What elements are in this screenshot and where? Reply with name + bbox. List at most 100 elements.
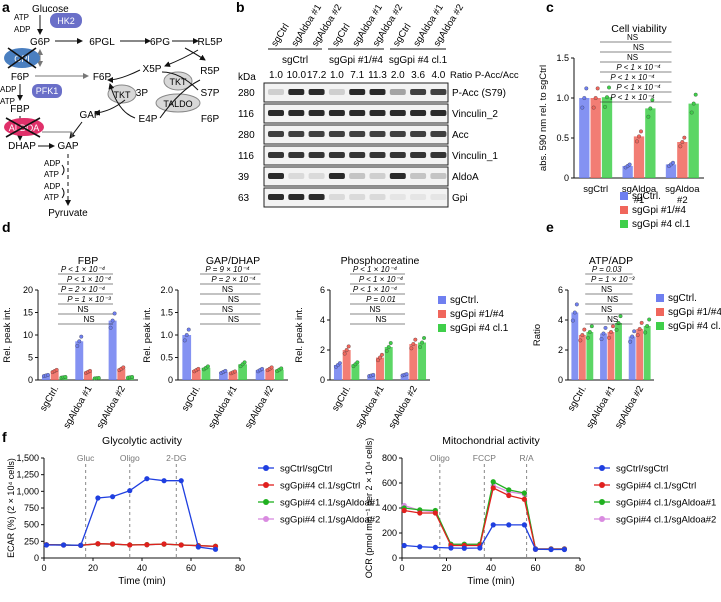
blot-band xyxy=(288,173,305,179)
x-tick-label: 80 xyxy=(575,563,585,573)
bar xyxy=(201,367,211,380)
legend-label: sgCtrl/sgCtrl xyxy=(280,464,332,475)
data-point xyxy=(260,366,265,371)
legend-swatch xyxy=(656,308,664,316)
data-point xyxy=(196,366,201,371)
panel-label-b: b xyxy=(236,0,245,15)
y-tick-label: 1,250 xyxy=(16,470,39,480)
legend-label: sgGpi #1/#4 xyxy=(632,205,686,216)
metabolite-x5p: X5P xyxy=(143,64,162,75)
legend-label: sgGpi #1/#4 xyxy=(668,307,721,318)
y-tick-label: 6 xyxy=(320,285,325,295)
panel-label-a: a xyxy=(2,0,10,15)
data-point xyxy=(411,342,416,346)
bar xyxy=(50,371,59,380)
y-axis-label: Rel. peak int. xyxy=(2,307,13,362)
stat-annotation: P < 1 × 10⁻⁴ xyxy=(616,83,661,92)
x-tick-label: 40 xyxy=(486,563,496,573)
legend-swatch xyxy=(438,310,446,318)
y-tick-label: 5 xyxy=(28,353,33,363)
stat-annotation: NS xyxy=(228,295,239,304)
y-tick-label: 4 xyxy=(558,315,563,325)
legend-label: sgGpi #4 cl.1 xyxy=(668,321,721,332)
blot-band xyxy=(268,173,284,179)
cofactor-adp-4: ADP xyxy=(44,182,60,191)
metabolite-r5p: R5P xyxy=(200,66,220,77)
data-point xyxy=(645,324,650,328)
blot-kda: 280 xyxy=(238,130,255,141)
enzyme-taldo-label: TALDO xyxy=(163,99,192,109)
x-tick-label: sgCtrl. xyxy=(330,384,353,413)
stat-annotation: NS xyxy=(228,315,239,324)
data-point xyxy=(630,334,635,339)
bar xyxy=(384,347,393,380)
series-point xyxy=(548,546,554,553)
x-tick-label: sgAldoa #1 xyxy=(353,384,386,431)
data-point xyxy=(632,329,637,334)
metabolite-f6p-3: F6P xyxy=(201,114,220,125)
data-point xyxy=(130,375,135,379)
data-point xyxy=(337,361,342,366)
series-point xyxy=(178,478,184,484)
bar xyxy=(628,336,636,380)
x-tick-label: 20 xyxy=(88,563,98,573)
metabolite-gap: GAP xyxy=(57,141,78,152)
blot-band xyxy=(430,110,447,116)
data-point xyxy=(635,333,640,338)
y-tick-label: 800 xyxy=(382,453,397,463)
chart-phosphocreatine: Phosphocreatine 0 2 4 6 Rel. peak int. sgCtrl.… xyxy=(294,255,430,431)
data-point xyxy=(584,86,589,91)
enzyme-pfk1 xyxy=(32,84,62,98)
data-point xyxy=(110,318,115,323)
bar xyxy=(191,370,201,380)
blot-band xyxy=(308,110,325,116)
legend-label: sgGpi#4 cl.1/sgCtrl xyxy=(616,481,696,492)
bar xyxy=(342,350,351,380)
cofactor-atp: ATP xyxy=(14,13,29,22)
blot-ratio-value: 10.0 xyxy=(287,70,307,81)
y-tick-label: 750 xyxy=(24,503,39,513)
bar xyxy=(265,368,275,380)
series-point xyxy=(461,545,467,551)
stat-annotation: P = 9 × 10⁻⁴ xyxy=(205,265,250,274)
blot-row-label: Vinculin_2 xyxy=(452,109,498,120)
data-point xyxy=(388,341,393,345)
data-point xyxy=(648,106,653,111)
data-point xyxy=(591,105,596,110)
series-point xyxy=(521,490,527,496)
stat-annotation: NS xyxy=(369,305,380,314)
data-point xyxy=(647,317,652,322)
metabolite-g3p: G3P xyxy=(128,88,148,99)
blot-band xyxy=(389,131,406,137)
blot-band xyxy=(410,194,427,200)
data-point xyxy=(627,162,632,167)
stat-annotation: P < 1 × 10⁻⁴ xyxy=(610,93,655,102)
x-tick-label: sgAldoa #2 xyxy=(613,384,646,431)
data-point xyxy=(603,104,607,109)
bar xyxy=(351,364,360,380)
y-tick-label: 1,500 xyxy=(16,453,39,463)
panel-label-c: c xyxy=(546,0,554,15)
chart-glycolytic-activity: Glycolytic activity 0 250 500 750 1,000 1,250 1… xyxy=(6,435,380,587)
blot-band xyxy=(349,89,366,95)
series-point xyxy=(432,544,438,550)
data-point xyxy=(96,376,101,380)
legend-marker xyxy=(263,499,269,505)
series-point xyxy=(110,541,116,547)
blot-group-sggpi-4: sgGpi #4 cl.1 xyxy=(389,55,448,66)
data-point xyxy=(54,367,59,372)
blot-band xyxy=(349,131,366,137)
series-point xyxy=(521,496,527,502)
x-tick-label: sgCtrl. xyxy=(180,384,203,413)
blot-band xyxy=(430,152,447,158)
blot-row-label: AldoA xyxy=(452,172,479,183)
x-tick-label: 40 xyxy=(137,563,147,573)
series-point xyxy=(532,546,539,552)
blot-band xyxy=(389,152,406,158)
blot-group-sgctrl: sgCtrl xyxy=(282,55,308,66)
data-point xyxy=(223,368,228,373)
y-tick-label: 1.5 xyxy=(556,53,569,63)
series-point xyxy=(95,541,101,547)
series-point xyxy=(448,545,454,551)
